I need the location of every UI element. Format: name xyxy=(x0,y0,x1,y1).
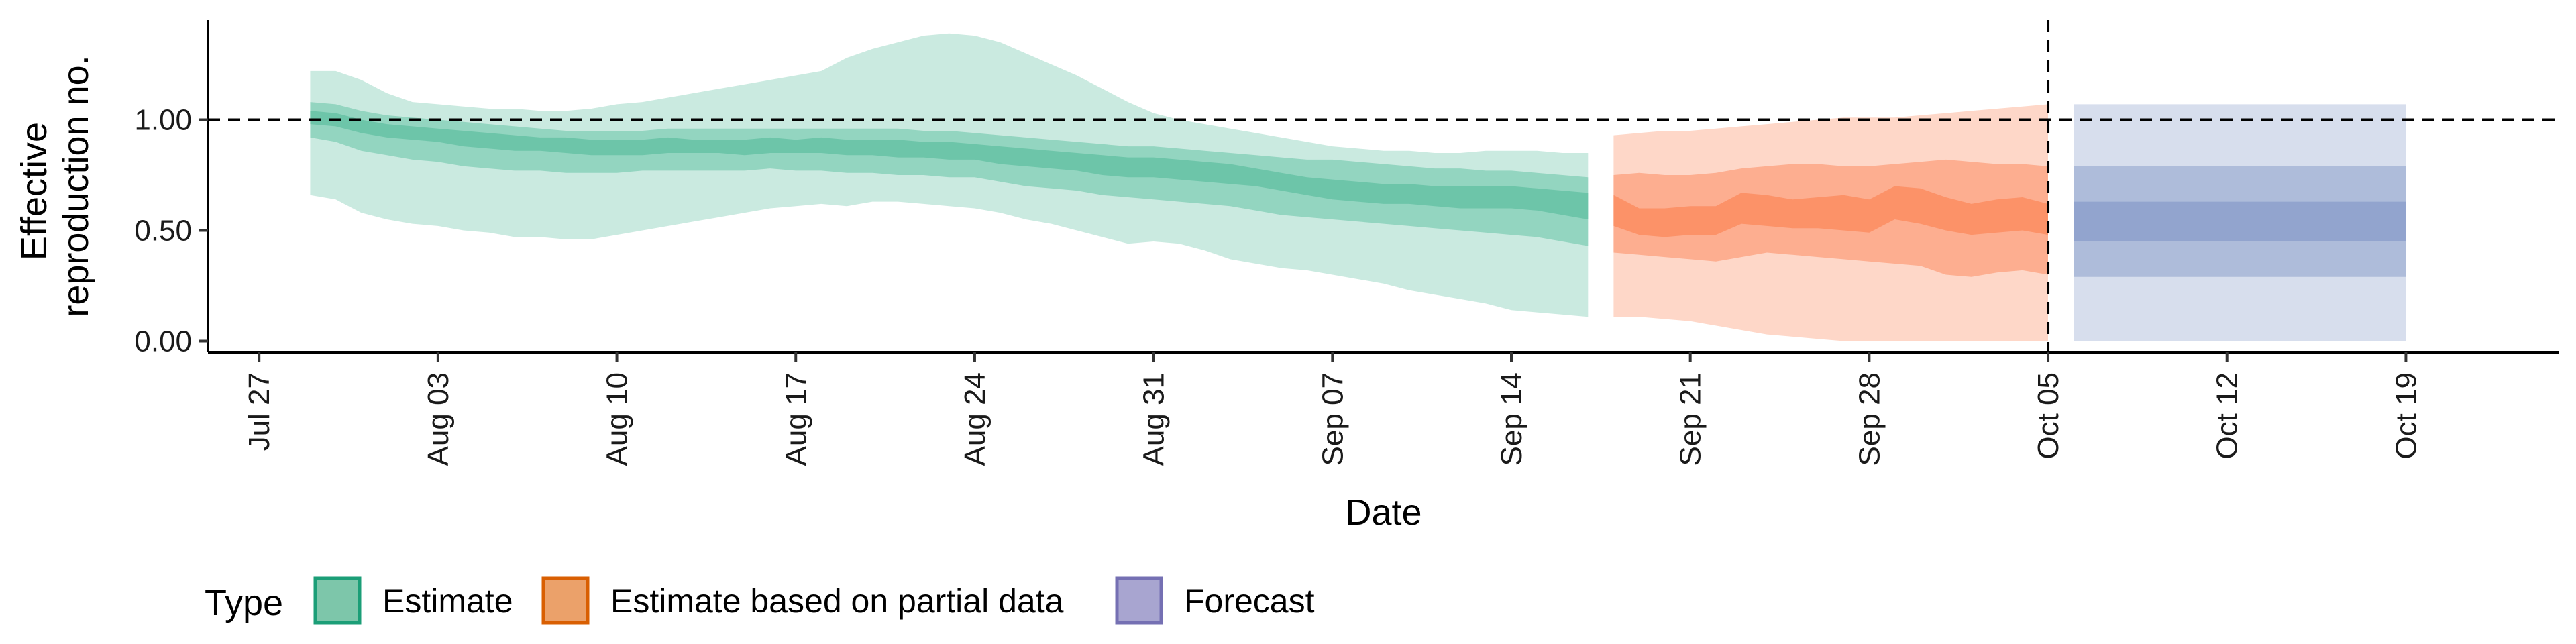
legend-key-0 xyxy=(313,576,362,625)
legend-label: Estimate based on partial data xyxy=(610,582,1064,620)
y-axis-title-line-2: reproduction no. xyxy=(56,55,96,317)
y-tick-label: 1.00 xyxy=(134,104,192,137)
x-tick-label: Oct 19 xyxy=(2390,372,2422,460)
axes: 0.00 0.50 1.00 Jul 27 Aug 03 Aug 10 Aug 17 Aug … xyxy=(134,20,2559,466)
legend-key-2 xyxy=(1115,576,1163,625)
reference-lines xyxy=(208,20,2559,352)
legend: Type Estimate Estimate based on partial d… xyxy=(205,576,1315,625)
legend-label: Forecast xyxy=(1184,582,1315,620)
legend-label: Estimate xyxy=(382,582,513,620)
y-tick-label: 0.00 xyxy=(134,325,192,358)
x-tick-label: Sep 21 xyxy=(1674,372,1707,466)
uncertainty-bands xyxy=(310,33,2406,341)
x-tick-label: Oct 05 xyxy=(2032,372,2065,460)
x-tick-label: Aug 10 xyxy=(601,372,634,466)
x-tick-label: Oct 12 xyxy=(2211,372,2244,460)
y-axis-title-line-1: Effective xyxy=(14,122,54,260)
x-tick-label: Aug 17 xyxy=(780,372,812,466)
x-tick-label: Sep 14 xyxy=(1495,372,1528,466)
band-forecast-20 xyxy=(2074,201,2406,241)
x-tick-label: Aug 31 xyxy=(1138,372,1171,466)
band-estimate-50 xyxy=(310,102,1589,246)
legend-title: Type xyxy=(205,583,283,623)
legend-key-1 xyxy=(541,576,590,625)
y-axis-title: Effective reproduction no. xyxy=(14,55,96,317)
y-tick-label: 0.50 xyxy=(134,215,192,248)
x-tick-label: Sep 28 xyxy=(1853,372,1886,466)
x-axis-title: Date xyxy=(1345,492,1421,533)
x-tick-label: Jul 27 xyxy=(243,372,276,451)
x-tick-label: Sep 07 xyxy=(1316,372,1349,466)
x-tick-label: Aug 03 xyxy=(422,372,455,466)
band-estimate-based-on-partial-data-20 xyxy=(1613,186,2048,237)
x-tick-label: Aug 24 xyxy=(959,372,991,466)
